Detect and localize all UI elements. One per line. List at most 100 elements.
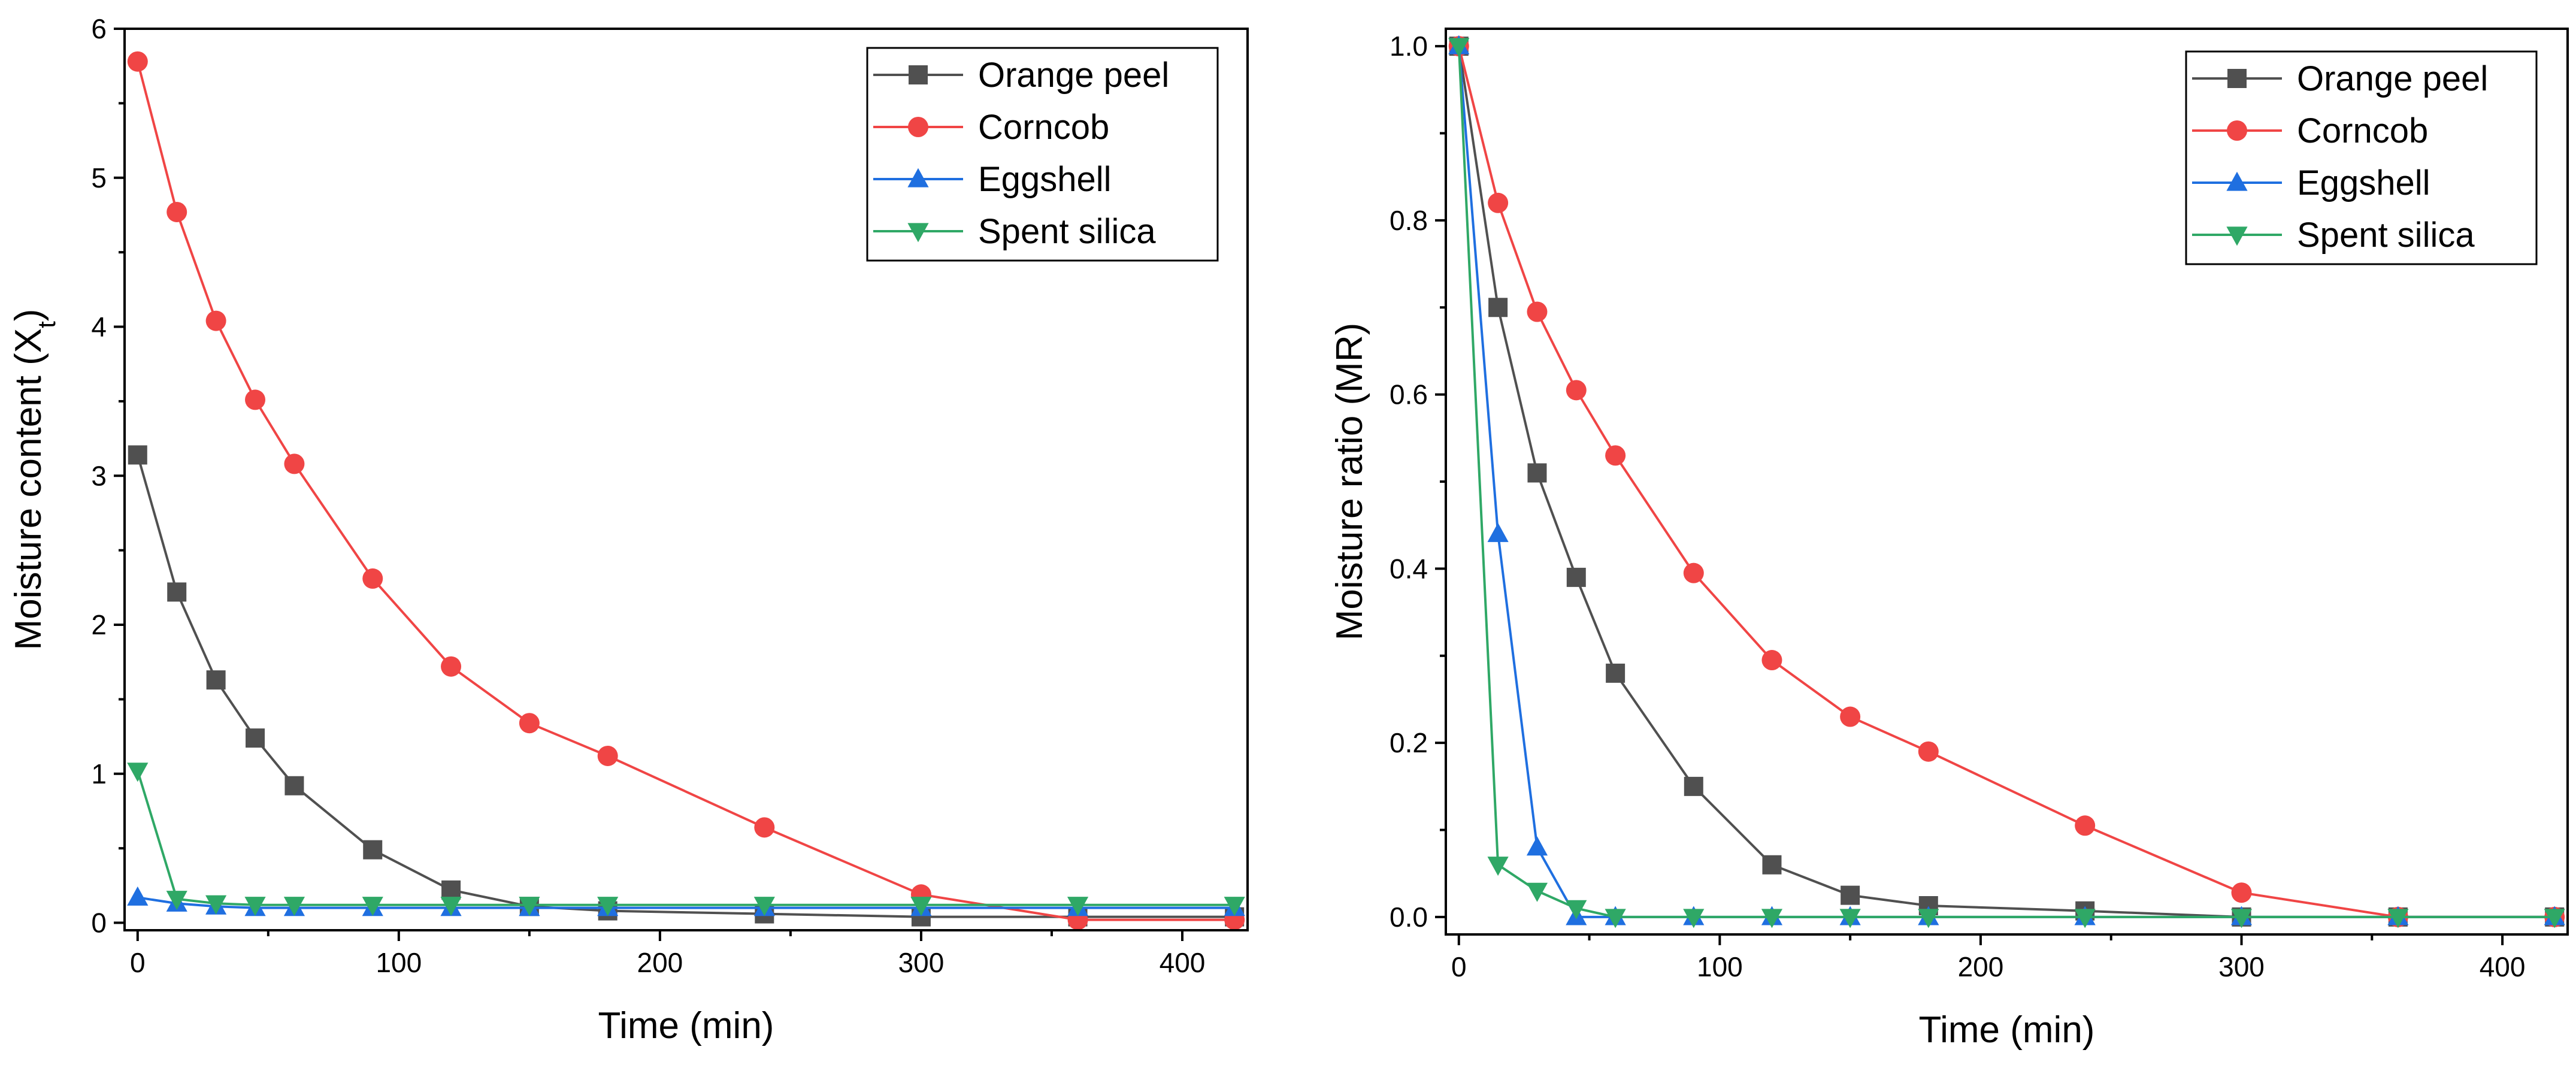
data-point — [205, 895, 227, 915]
data-point — [1840, 706, 1861, 727]
data-point — [440, 897, 462, 916]
data-point — [1839, 909, 1861, 928]
data-point — [1918, 909, 1939, 928]
data-point — [1606, 663, 1625, 683]
y-tick-label: 0.2 — [1390, 727, 1428, 758]
data-point — [1605, 909, 1626, 928]
y-axis-title-main: Moisture content (X — [8, 328, 49, 651]
legend-label: Spent silica — [2297, 216, 2475, 255]
data-point — [597, 745, 618, 766]
data-point — [2544, 909, 2565, 928]
data-point — [205, 310, 226, 331]
y-axis-title: Moisture ratio (MR) — [1329, 323, 1370, 641]
y-tick-label: 0.8 — [1390, 205, 1428, 236]
y-axis-title-subscript: t — [32, 321, 60, 328]
data-point — [2387, 909, 2409, 928]
moisture-ratio-chart: 0 100 200 300 400 0.0 0.2 0.4 0.6 0.8 1.0 Time (min… — [1329, 28, 2569, 1051]
data-point — [127, 763, 149, 782]
y-tick-label: 5 — [91, 162, 107, 193]
data-point — [2230, 909, 2253, 928]
data-point — [1841, 885, 1860, 905]
legend-label: Orange peel — [978, 56, 1169, 95]
y-tick-label: 4 — [91, 311, 107, 343]
data-point — [1487, 857, 1509, 876]
y-tick-label: 1 — [91, 758, 107, 789]
x-axis-title: Time (min) — [598, 1005, 774, 1046]
legend-label: Spent silica — [978, 212, 1156, 251]
legend-marker — [907, 223, 929, 243]
y-tick-label: 2 — [91, 609, 107, 640]
data-point — [2231, 882, 2252, 903]
y-axis-title: Moisture content (Xt) — [8, 309, 60, 651]
data-point — [1683, 562, 1704, 583]
data-point — [1566, 900, 1587, 919]
y-tick-label: 3 — [91, 460, 107, 491]
data-point — [167, 582, 187, 602]
data-point — [362, 568, 383, 589]
legend-label: Corncob — [2297, 111, 2428, 150]
data-point — [1527, 463, 1547, 483]
y-axis-title-tail: ) — [8, 309, 49, 322]
data-point — [1527, 301, 1548, 322]
legend-marker — [2226, 171, 2248, 191]
data-point — [2075, 815, 2096, 836]
data-point — [206, 670, 226, 690]
data-point — [284, 776, 304, 795]
moisture-content-chart: 0 100 200 300 400 0 1 2 3 4 5 6 Time (min) Moisture c… — [8, 13, 1249, 1046]
data-point — [441, 656, 462, 677]
data-point — [597, 897, 619, 916]
x-tick-label: 300 — [898, 947, 945, 978]
y-tick-label: 0.4 — [1390, 553, 1428, 584]
data-point — [1526, 836, 1548, 856]
data-point — [363, 840, 383, 860]
x-tick-label: 100 — [376, 947, 422, 978]
data-point — [1761, 909, 1783, 928]
x-tick-label: 0 — [1451, 951, 1467, 982]
legend-label: Eggshell — [2297, 164, 2430, 202]
data-point — [1566, 380, 1587, 401]
plot-frame — [123, 28, 1249, 931]
data-point — [910, 897, 932, 916]
y-tick-label: 0.6 — [1390, 379, 1428, 410]
data-point — [362, 897, 383, 916]
legend-label: Corncob — [978, 108, 1109, 147]
legend-label: Eggshell — [978, 160, 1111, 199]
data-point — [1566, 567, 1586, 587]
data-point — [283, 897, 305, 916]
data-point — [1224, 897, 1245, 916]
data-point — [754, 817, 775, 838]
legend-label: Orange peel — [2297, 59, 2488, 98]
data-point — [1487, 522, 1509, 542]
data-point — [519, 897, 540, 916]
data-point — [1067, 897, 1089, 916]
legend-marker — [909, 65, 928, 84]
data-point — [127, 51, 148, 72]
y-tick-label: 1.0 — [1390, 31, 1428, 62]
data-point — [127, 886, 149, 906]
data-point — [1488, 298, 1508, 317]
data-point — [1762, 855, 1782, 875]
data-point — [244, 897, 266, 916]
legend: Orange peel Corncob Eggshell Spent silica — [2185, 50, 2538, 265]
data-point — [1761, 650, 1782, 671]
x-tick-label: 300 — [2218, 951, 2265, 982]
data-point — [1605, 445, 1626, 466]
legend-marker — [2226, 226, 2248, 246]
data-point — [1448, 38, 1470, 58]
legend: Orange peel Corncob Eggshell Spent silica — [866, 47, 1219, 262]
legend-marker — [908, 117, 928, 137]
data-point — [128, 445, 147, 465]
x-tick-label: 200 — [637, 947, 683, 978]
data-point — [166, 891, 187, 910]
x-axis-title: Time (min) — [1919, 1009, 2095, 1051]
y-tick-label: 0 — [91, 907, 107, 939]
data-point — [245, 389, 266, 410]
legend-marker — [2227, 120, 2247, 141]
data-point — [519, 713, 540, 734]
series-line-0 — [136, 454, 1235, 918]
x-tick-label: 200 — [1958, 951, 2004, 982]
data-point — [167, 201, 187, 222]
y-tick-label: 0.0 — [1390, 901, 1428, 933]
data-point — [441, 880, 461, 900]
